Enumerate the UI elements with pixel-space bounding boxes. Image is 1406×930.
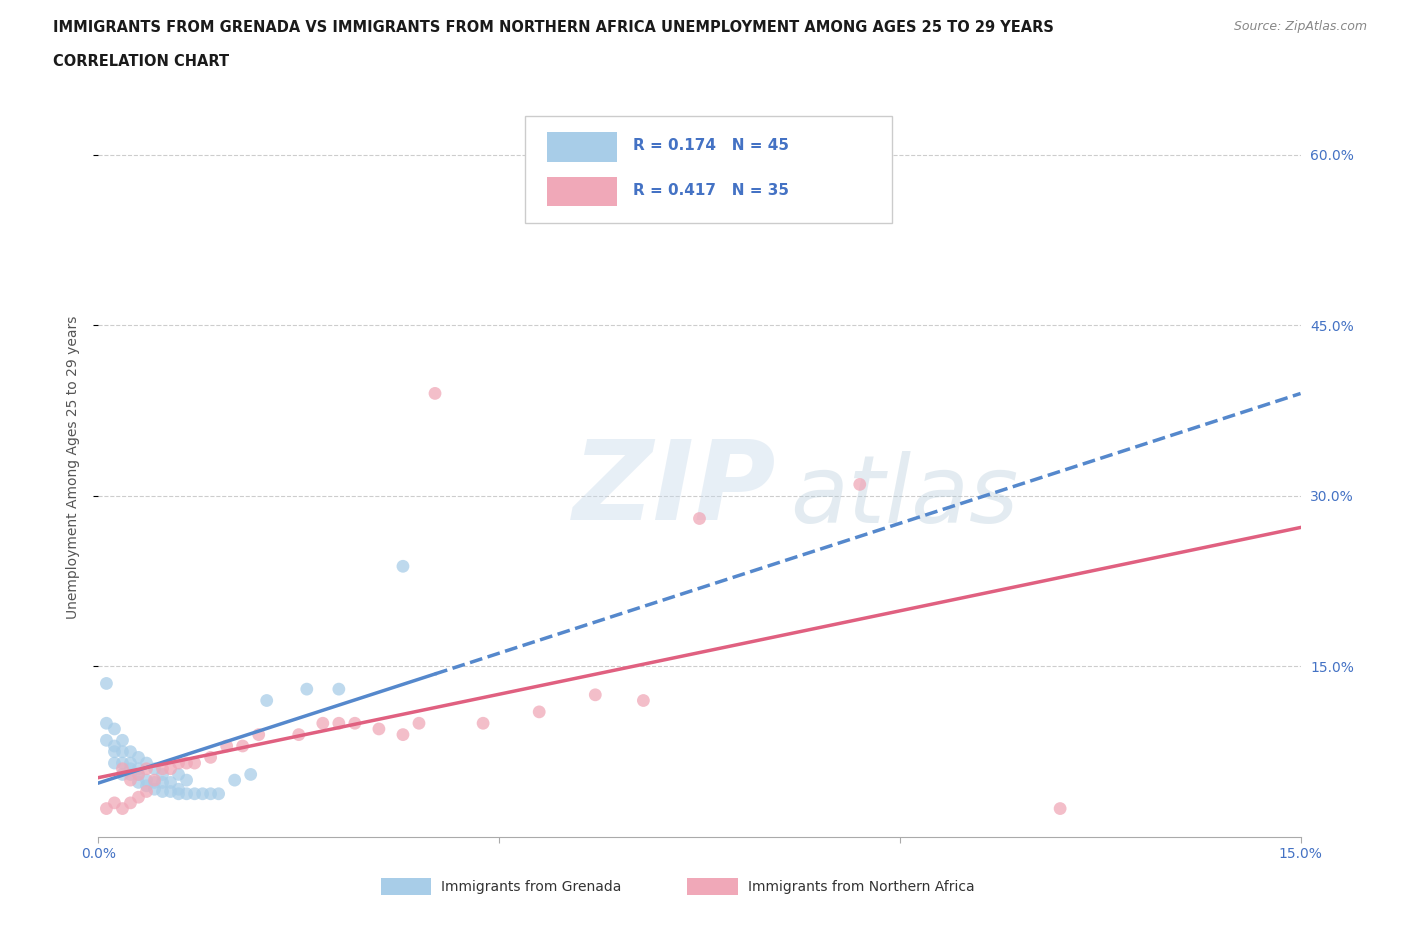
Point [689,512,711,526]
Text: atlas: atlas [790,451,1018,542]
Text: IMMIGRANTS FROM GRENADA VS IMMIGRANTS FROM NORTHERN AFRICA UNEMPLOYMENT AMONG AG: IMMIGRANTS FROM GRENADA VS IMMIGRANTS FR… [53,20,1054,35]
Point [423,386,446,401]
Point [183,755,205,770]
Point [176,787,198,802]
Point [135,778,157,793]
Point [120,795,142,810]
Point [312,716,335,731]
Point [120,744,142,759]
Point [152,762,174,777]
Point [368,722,391,737]
Point [120,755,142,770]
Bar [688,879,738,895]
Point [111,733,134,748]
Point [215,738,238,753]
Point [103,722,125,737]
Point [143,775,166,790]
Point [120,767,142,782]
Point [111,762,134,777]
Point [208,787,231,802]
Text: R = 0.417   N = 35: R = 0.417 N = 35 [633,182,789,197]
Bar [547,132,617,162]
Point [135,784,157,799]
Point [159,784,181,799]
Point [96,801,118,816]
Point [529,704,551,719]
Point [167,755,190,770]
Point [191,787,214,802]
Point [256,693,278,708]
Point [167,782,190,797]
Text: R = 0.174   N = 45: R = 0.174 N = 45 [633,139,789,153]
Point [135,762,157,777]
Bar [381,879,432,895]
Point [152,784,174,799]
Point [583,687,606,702]
Point [135,773,157,788]
Point [328,682,350,697]
Point [135,755,157,770]
Point [224,773,246,788]
Point [103,795,125,810]
Point [167,787,190,802]
Text: ZIP: ZIP [574,436,776,543]
Point [633,693,655,708]
Point [176,755,198,770]
Text: Immigrants from Grenada: Immigrants from Grenada [441,880,621,894]
Point [200,787,222,802]
Point [111,744,134,759]
Point [1049,801,1071,816]
Point [849,477,872,492]
Point [295,682,318,697]
Point [183,787,205,802]
Bar [547,177,617,206]
Point [232,738,254,753]
Point [152,775,174,790]
Point [343,716,366,731]
Point [128,762,150,777]
Point [103,744,125,759]
FancyBboxPatch shape [526,116,891,223]
Point [120,762,142,777]
Point [128,790,150,804]
Point [111,755,134,770]
Point [328,716,350,731]
Point [288,727,311,742]
Text: Source: ZipAtlas.com: Source: ZipAtlas.com [1233,20,1367,33]
Point [128,767,150,782]
Point [143,762,166,777]
Point [103,755,125,770]
Point [159,775,181,790]
Point [152,767,174,782]
Point [472,716,495,731]
Point [128,775,150,790]
Point [96,676,118,691]
Point [392,727,415,742]
Point [143,782,166,797]
Point [96,716,118,731]
Point [167,767,190,782]
Point [120,773,142,788]
Point [128,750,150,764]
Point [159,762,181,777]
Point [176,773,198,788]
Point [239,767,262,782]
Point [143,773,166,788]
Point [247,727,270,742]
Text: Immigrants from Northern Africa: Immigrants from Northern Africa [748,880,974,894]
Point [111,767,134,782]
Y-axis label: Unemployment Among Ages 25 to 29 years: Unemployment Among Ages 25 to 29 years [66,315,80,619]
Point [128,767,150,782]
Point [96,733,118,748]
Point [111,801,134,816]
Point [103,738,125,753]
Text: CORRELATION CHART: CORRELATION CHART [53,54,229,69]
Point [408,716,430,731]
Point [392,559,415,574]
Point [200,750,222,764]
